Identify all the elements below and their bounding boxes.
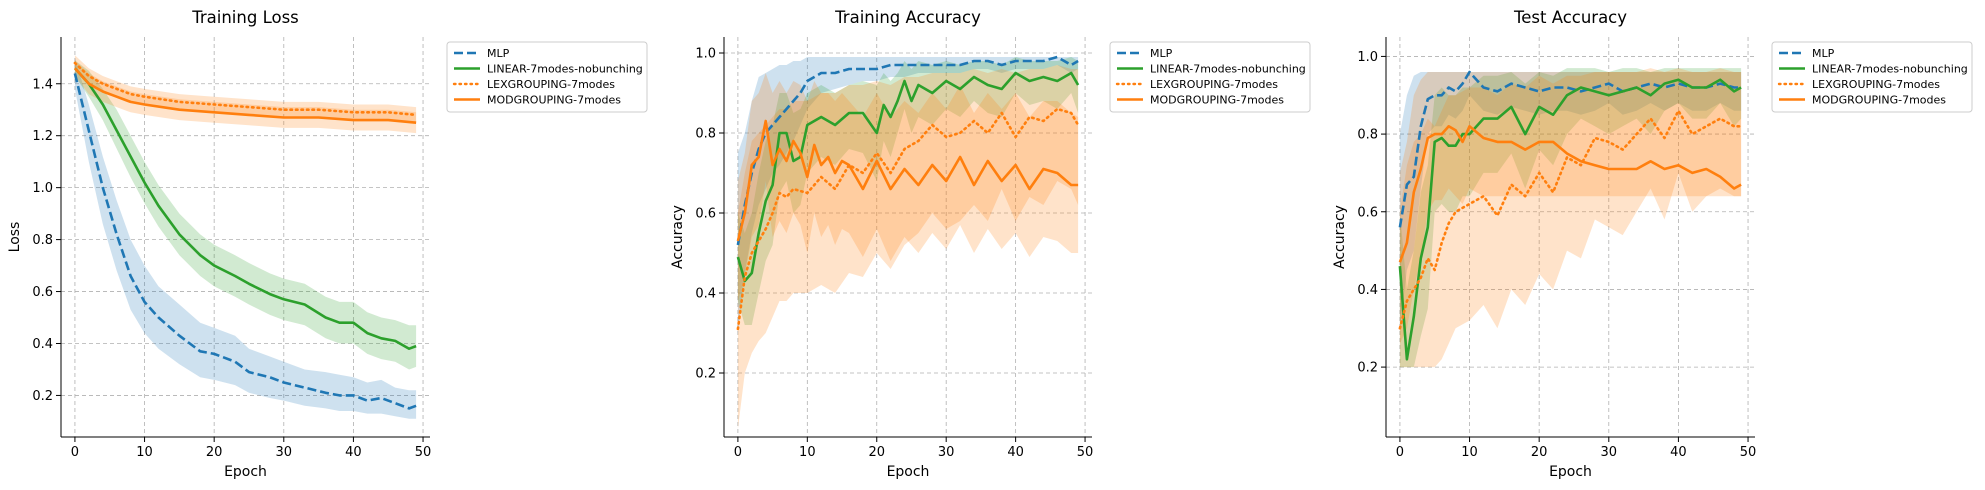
chart-title: Training Loss <box>191 8 299 27</box>
y-tick-label: 1.0 <box>1357 50 1378 65</box>
chart-title: Test Accuracy <box>1513 8 1627 27</box>
x-tick-label: 40 <box>1007 445 1024 460</box>
y-tick-label: 1.0 <box>695 47 716 62</box>
plot-area <box>736 55 1080 429</box>
confidence-band-series-2 <box>737 65 1079 429</box>
legend-label-3: MODGROUPING-7modes <box>487 94 621 107</box>
legend-label-3: MODGROUPING-7modes <box>1812 94 1946 107</box>
plot-area <box>73 55 418 419</box>
chart-panel-2: 0 10 20 30 40 50 0.2 0.4 0.6 0.8 1.0 Test Accuracy E… <box>1332 8 1973 480</box>
series-line-3 <box>736 119 1079 242</box>
series-line-1 <box>1398 78 1742 361</box>
confidence-band-series-1 <box>737 57 1079 325</box>
x-tick-label: 20 <box>206 445 223 460</box>
x-tick-label: 40 <box>1670 445 1687 460</box>
x-tick-label: 20 <box>868 445 885 460</box>
y-tick-label: 0.2 <box>32 389 53 404</box>
legend-label-0: MLP <box>487 47 510 60</box>
chart-panel-1: 0 10 20 30 40 50 0.2 0.4 0.6 0.8 1.0 Training Accur… <box>670 8 1311 480</box>
legend: MLP LINEAR-7modes-nobunching LEXGROUPING-7… <box>446 41 648 113</box>
y-tick-label: 0.8 <box>1357 128 1378 143</box>
confidence-band-series-0 <box>1399 72 1742 329</box>
x-tick-label: 20 <box>1531 445 1548 460</box>
x-tick-label: 30 <box>938 445 955 460</box>
series-line-2 <box>736 107 1080 331</box>
confidence-band-series-3 <box>737 73 1079 301</box>
x-tick-label: 10 <box>136 445 153 460</box>
chart-title: Training Accuracy <box>834 8 981 27</box>
confidence-band-series-3 <box>1399 72 1742 344</box>
legend-label-0: MLP <box>1812 47 1835 60</box>
x-tick-label: 50 <box>1077 445 1094 460</box>
y-tick-label: 0.8 <box>32 233 53 248</box>
series-line-0 <box>736 55 1079 246</box>
legend-label-2: LEXGROUPING-7modes <box>487 78 615 91</box>
x-tick-label: 0 <box>71 445 79 460</box>
confidence-band-series-3 <box>74 60 417 134</box>
legend-label-1: LINEAR-7modes-nobunching <box>1812 63 1968 76</box>
legend-label-2: LEXGROUPING-7modes <box>1150 78 1278 91</box>
x-tick-label: 40 <box>345 445 362 460</box>
series-line-3 <box>1398 125 1742 263</box>
series-line-2 <box>73 61 418 117</box>
legend-label-0: MLP <box>1150 47 1173 60</box>
x-axis-label: Epoch <box>887 464 930 480</box>
legend-box <box>446 41 648 113</box>
y-axis-label: Accuracy <box>1332 205 1348 269</box>
x-tick-label: 50 <box>415 445 432 460</box>
y-axis-label: Loss <box>7 222 23 253</box>
x-axis-label: Epoch <box>1549 464 1592 480</box>
legend-label-1: LINEAR-7modes-nobunching <box>487 63 643 76</box>
legend-box <box>1771 41 1973 113</box>
confidence-band-series-2 <box>1399 68 1742 368</box>
chart-panel-0: 0 10 20 30 40 50 0.2 0.4 0.6 0.8 1.0 1.2 1.4 Training… <box>7 8 648 480</box>
legend: MLP LINEAR-7modes-nobunching LEXGROUPING-7… <box>1109 41 1311 113</box>
legend-box <box>1109 41 1311 113</box>
x-tick-label: 30 <box>276 445 293 460</box>
y-tick-label: 0.4 <box>32 337 53 352</box>
series-line-3 <box>73 67 417 124</box>
y-tick-label: 0.2 <box>695 367 716 382</box>
legend-label-1: LINEAR-7modes-nobunching <box>1150 63 1306 76</box>
y-tick-label: 0.4 <box>1357 283 1378 298</box>
y-tick-label: 1.0 <box>32 181 53 196</box>
x-tick-label: 0 <box>1396 445 1404 460</box>
x-axis-label: Epoch <box>224 464 267 480</box>
y-tick-label: 0.6 <box>695 207 716 222</box>
confidence-band-series-0 <box>737 57 1079 333</box>
series-line-0 <box>73 73 417 410</box>
x-tick-label: 10 <box>1461 445 1478 460</box>
confidence-band-series-1 <box>1399 68 1742 368</box>
y-tick-label: 0.2 <box>1357 361 1378 376</box>
legend: MLP LINEAR-7modes-nobunching LEXGROUPING-7… <box>1771 41 1973 113</box>
x-tick-label: 0 <box>734 445 742 460</box>
y-tick-label: 0.8 <box>695 127 716 142</box>
confidence-band-series-0 <box>74 57 417 419</box>
y-tick-label: 0.6 <box>32 285 53 300</box>
x-tick-label: 10 <box>799 445 816 460</box>
y-tick-label: 1.4 <box>32 77 53 92</box>
y-tick-label: 0.4 <box>695 287 716 302</box>
x-tick-label: 50 <box>1740 445 1757 460</box>
series-line-1 <box>73 67 417 350</box>
y-tick-label: 1.2 <box>32 129 53 144</box>
legend-label-3: MODGROUPING-7modes <box>1150 94 1284 107</box>
plot-area <box>1398 68 1743 368</box>
series-line-2 <box>1398 109 1743 330</box>
y-tick-label: 0.6 <box>1357 205 1378 220</box>
x-tick-label: 30 <box>1601 445 1618 460</box>
legend-label-2: LEXGROUPING-7modes <box>1812 78 1940 91</box>
y-axis-label: Accuracy <box>670 205 686 269</box>
